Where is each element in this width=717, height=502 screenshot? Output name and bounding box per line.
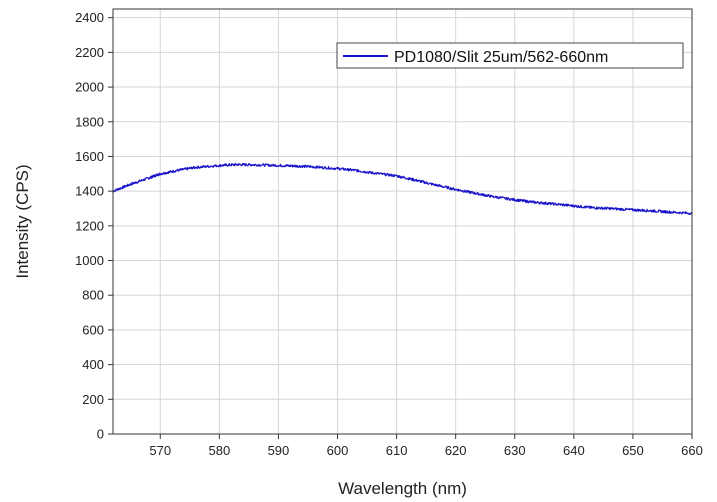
x-axis-title: Wavelength (nm) bbox=[338, 479, 467, 498]
y-tick-label: 1200 bbox=[75, 218, 104, 233]
y-tick-label: 1800 bbox=[75, 114, 104, 129]
x-tick-label: 660 bbox=[681, 443, 703, 458]
x-tick-label: 590 bbox=[268, 443, 290, 458]
legend-box bbox=[336, 42, 684, 69]
y-tick-label: 200 bbox=[82, 392, 104, 407]
y-tick-label: 1600 bbox=[75, 149, 104, 164]
x-tick-label: 650 bbox=[622, 443, 644, 458]
y-tick-label: 2400 bbox=[75, 10, 104, 25]
x-tick-label: 580 bbox=[208, 443, 230, 458]
plot-frame bbox=[112, 8, 693, 435]
x-tick-label: 640 bbox=[563, 443, 585, 458]
series-layer bbox=[112, 162, 693, 216]
y-axis-title: Intensity (CPS) bbox=[13, 164, 32, 278]
x-tick-label: 630 bbox=[504, 443, 526, 458]
x-tick-label: 620 bbox=[445, 443, 467, 458]
x-tick-label: 610 bbox=[386, 443, 408, 458]
y-tick-label: 1000 bbox=[75, 253, 104, 268]
grid-lines bbox=[113, 9, 693, 435]
y-tick-label: 2200 bbox=[75, 45, 104, 60]
y-tick-label: 2000 bbox=[75, 80, 104, 95]
legend-label: PD1080/Slit 25um/562-660nm bbox=[394, 49, 608, 66]
y-tick-label: 600 bbox=[82, 322, 104, 337]
y-axis-ticks: 0 200 400 600 800 1000 1200 1400 1600 1800 2000 220… bbox=[75, 10, 113, 442]
y-tick-label: 400 bbox=[82, 357, 104, 372]
y-tick-label: 800 bbox=[82, 288, 104, 303]
x-axis-ticks: 570 580 590 600 610 620 630 640 650 660 bbox=[149, 434, 703, 458]
y-tick-label: 0 bbox=[97, 427, 104, 442]
series-line bbox=[112, 162, 693, 216]
y-tick-label: 1400 bbox=[75, 184, 104, 199]
legend: PD1080/Slit 25um/562-660nm bbox=[336, 42, 684, 69]
x-tick-label: 570 bbox=[149, 443, 171, 458]
x-tick-label: 600 bbox=[327, 443, 349, 458]
